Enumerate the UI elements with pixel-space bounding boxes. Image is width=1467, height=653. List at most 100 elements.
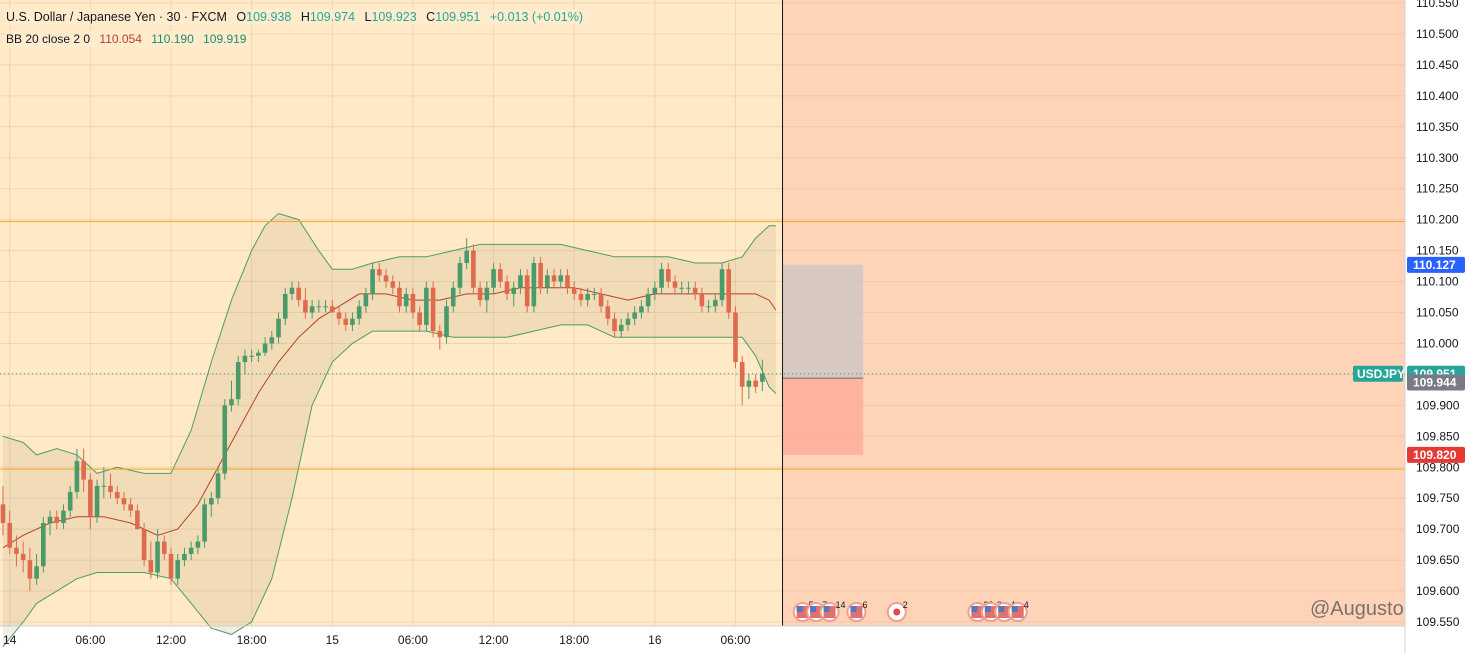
price-label-box [1407, 374, 1465, 391]
price-label: 109.820 [1407, 446, 1465, 463]
candle [612, 312, 617, 338]
candle [209, 492, 214, 517]
us-flag-icon[interactable]: 6 [846, 600, 867, 622]
candle [444, 300, 449, 344]
candle-body [665, 269, 671, 282]
price-tick-label: 110.300 [1416, 151, 1459, 165]
price-axis-bg [1405, 0, 1467, 653]
candle-body [61, 510, 66, 523]
position-stop-zone [782, 378, 864, 455]
candle-body [484, 287, 490, 301]
high-key: H [300, 10, 310, 24]
candle [571, 281, 577, 301]
time-tick-label: 18:00 [237, 633, 267, 647]
price-tick-label: 109.800 [1416, 460, 1460, 474]
bg-past [0, 0, 783, 626]
candle [652, 281, 658, 301]
price-tick-label: 110.150 [1416, 244, 1459, 258]
candle [706, 300, 711, 313]
candle [390, 275, 396, 294]
candle [215, 467, 221, 505]
time-tick-label: 16 [648, 633, 662, 647]
symbol-legend: U.S. Dollar / Japanese Yen · 30 · FXCM O… [4, 8, 591, 26]
change-value: +0.013 (+0.01%) [489, 10, 583, 24]
candle-body [686, 287, 691, 289]
candle [424, 281, 429, 332]
candle-body [229, 399, 234, 406]
candle [222, 399, 228, 480]
candle [202, 498, 207, 548]
candle-body [296, 287, 301, 301]
candle [713, 293, 718, 313]
candle [383, 269, 389, 288]
candle [114, 485, 120, 505]
candle [719, 262, 725, 307]
candle-body [545, 275, 550, 288]
candle [289, 281, 295, 301]
candle-body [383, 275, 389, 282]
candle [54, 510, 60, 530]
price-label-text: 109.820 [1413, 448, 1457, 462]
candle [605, 300, 611, 325]
candle [484, 281, 490, 313]
candle [504, 275, 510, 301]
candle-body [209, 498, 214, 505]
symbol-title[interactable]: U.S. Dollar / Japanese Yen · 30 · FXCM [6, 10, 227, 24]
candle-body [309, 306, 315, 313]
candle [659, 262, 664, 294]
candle-body [269, 337, 275, 344]
time-axis: 14 06:00 12:00 18:00 15 06:00 12:00 18:00 16 06:0… [0, 625, 1405, 647]
event-count: 4 [1024, 600, 1029, 610]
candle-body [645, 293, 651, 307]
candle-body [195, 541, 201, 548]
position-target-zone [782, 264, 864, 379]
candle-body [592, 293, 597, 295]
candle-body [108, 485, 113, 493]
price-tick-label: 110.500 [1416, 27, 1459, 41]
candle-body [81, 461, 86, 480]
candle-body [323, 306, 328, 308]
candle-body [74, 461, 80, 493]
candle [195, 535, 201, 554]
price-tick-label: 109.750 [1416, 491, 1460, 505]
candle [336, 306, 342, 325]
candle-body [618, 324, 624, 332]
candle-body [733, 312, 738, 363]
candle [74, 448, 80, 499]
candle [491, 262, 496, 294]
candle-body [14, 547, 19, 554]
candle [753, 374, 758, 393]
candle-body [605, 306, 611, 319]
price-label-box [1407, 256, 1465, 273]
price-tick-label: 109.600 [1416, 584, 1460, 598]
candle [692, 281, 698, 301]
jp-flag-icon[interactable]: 2 [886, 600, 908, 622]
candle-body [182, 553, 187, 561]
candle-body [565, 275, 570, 288]
candle-body [41, 522, 46, 567]
price-tick-label: 109.850 [1416, 429, 1460, 443]
bb-indicator-label[interactable]: BB 20 close 2 0 [6, 32, 91, 46]
candle-body [262, 343, 268, 353]
candle [20, 541, 26, 573]
horizontal-lines [0, 221, 1405, 470]
us-flag-icon[interactable]: 14 [819, 600, 846, 622]
candle [47, 510, 53, 536]
position-tool [782, 264, 864, 455]
flag-canton [1011, 606, 1018, 612]
time-axis-bg [0, 626, 1405, 653]
candle-body [450, 287, 456, 307]
candle [578, 287, 584, 307]
candle [686, 281, 691, 294]
candle [538, 256, 543, 294]
candle [242, 349, 248, 375]
candle-body [739, 362, 745, 387]
us-flag-icon[interactable]: 4 [1007, 600, 1029, 622]
flag-canton [850, 606, 857, 612]
candle-body [390, 281, 396, 288]
candle [7, 510, 13, 554]
bb-lower-value: 109.919 [203, 32, 247, 46]
candle [168, 547, 174, 585]
candle [249, 349, 254, 363]
